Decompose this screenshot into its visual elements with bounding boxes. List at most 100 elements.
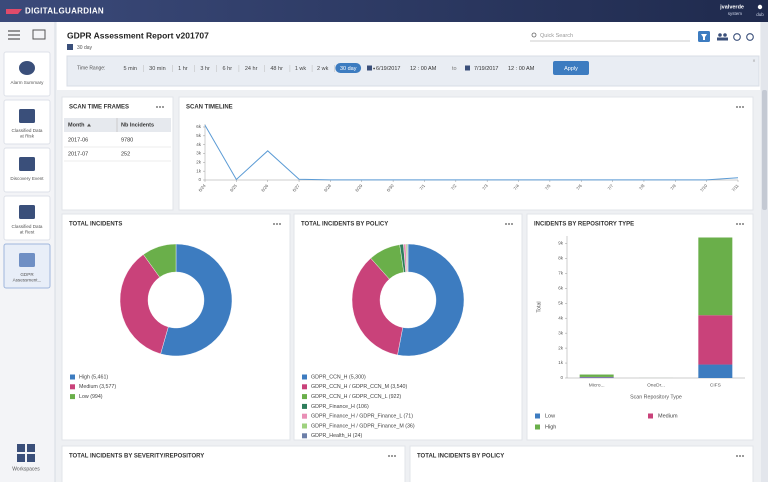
scrollbar — [761, 22, 768, 482]
calendar-icon — [67, 44, 73, 50]
y-tick-label: 7k — [558, 271, 564, 276]
panel-menu-dot[interactable] — [394, 455, 396, 457]
y-tick-label: 1k — [196, 168, 202, 173]
sidebar-item-label[interactable]: at Risk — [20, 134, 35, 139]
sidebar-item-label[interactable]: Discovery Event — [10, 176, 44, 181]
bar-segment — [698, 237, 733, 316]
report-title: GDPR Assessment Report v201707 — [67, 30, 209, 40]
time-range-option[interactable]: 3 hr — [200, 66, 210, 72]
from-calendar-icon — [367, 65, 372, 71]
legend-swatch — [70, 374, 75, 380]
panel-menu-dot[interactable] — [162, 106, 164, 108]
panel-menu-dot[interactable] — [276, 223, 278, 225]
search-input[interactable]: Quick Search — [540, 33, 573, 39]
y-tick-label: 3k — [196, 151, 202, 156]
line-series — [204, 124, 739, 181]
time-range-bar — [66, 55, 760, 87]
panel-menu-dot[interactable] — [736, 455, 738, 457]
panel-menu-dot[interactable] — [739, 106, 741, 108]
panel-title: SCAN TIMELINE — [186, 105, 233, 111]
table-cell: 2017-07 — [68, 151, 88, 157]
panel-menu-dot[interactable] — [739, 455, 741, 457]
donut-slice — [397, 243, 465, 357]
time-range-option[interactable]: 1 wk — [295, 66, 307, 72]
legend-swatch — [302, 394, 307, 400]
sidebar-item-label[interactable]: Alarm Summary — [11, 80, 45, 85]
from-date[interactable]: 6/19/2017 — [376, 66, 400, 72]
time-range-option[interactable]: 1 hr — [178, 66, 188, 72]
user-icon[interactable] — [757, 4, 763, 10]
panel — [61, 445, 406, 482]
time-range-option[interactable]: 5 min — [124, 66, 137, 72]
sidebar-item-label[interactable]: Classified Data — [12, 224, 43, 229]
user-role: system — [728, 11, 743, 16]
dashboard-icon[interactable] — [32, 29, 46, 40]
legend-label: GDPR_CCN_H / GDPR_CCN_L (922) — [311, 394, 401, 400]
panel-menu-dot[interactable] — [273, 223, 275, 225]
sidebar-item-label[interactable]: Assessment... — [13, 278, 42, 283]
panel-menu-dot[interactable] — [388, 455, 390, 457]
close-time-range[interactable]: × — [753, 58, 756, 64]
apply-label[interactable]: Apply — [564, 66, 578, 72]
time-range-option[interactable]: 30 min — [149, 66, 166, 72]
panel-menu-dot[interactable] — [736, 223, 738, 225]
sidebar-item-label[interactable]: Classified Data — [12, 128, 43, 133]
time-range: Time Range: 5 min 30 min 1 hr 3 hr 6 hr 24 hr 4… — [77, 61, 589, 75]
x-tick-label: 6/24 — [197, 183, 207, 193]
panel-menu-dot[interactable] — [391, 455, 393, 457]
power-icon[interactable] — [746, 33, 754, 41]
table-header[interactable]: Month — [68, 122, 85, 128]
users-icon[interactable] — [717, 33, 728, 41]
workspaces-label[interactable]: Workspaces — [12, 466, 40, 472]
y-tick-label: 0 — [198, 177, 201, 182]
to-date[interactable]: 7/19/2017 — [474, 66, 498, 72]
sidebar-item-label[interactable]: GDPR — [20, 272, 34, 277]
legend-label: Medium (3,577) — [79, 384, 116, 390]
table-cell: 9780 — [121, 137, 133, 143]
apply-button[interactable] — [553, 61, 589, 75]
item-icon — [19, 205, 35, 219]
more-dot[interactable] — [373, 67, 375, 70]
x-axis-title: Scan Repository Type — [630, 394, 682, 400]
panel-menu-dot[interactable] — [742, 455, 744, 457]
panel-menu-dot[interactable] — [742, 106, 744, 108]
panel-menu-dot[interactable] — [736, 106, 738, 108]
time-range-option[interactable]: 2 wk — [317, 66, 329, 72]
panel-menu-dot[interactable] — [739, 223, 741, 225]
x-tick-label: 7/10 — [699, 183, 709, 193]
x-tick-label: 6/25 — [229, 183, 239, 193]
scroll-thumb[interactable] — [762, 90, 767, 210]
panel-menu-dot[interactable] — [742, 223, 744, 225]
table-header[interactable]: Nb Incidents — [121, 122, 154, 128]
menu-icon[interactable] — [8, 30, 20, 40]
x-tick-label: 7/7 — [607, 183, 615, 191]
from-time[interactable]: 12 : 00 AM — [410, 66, 437, 72]
x-tick-label: 7/6 — [575, 183, 583, 191]
time-range-option[interactable]: 24 hr — [245, 66, 258, 72]
time-range-option[interactable]: 30 day — [340, 66, 357, 72]
y-tick-label: 9k — [558, 241, 564, 246]
donut-slice — [351, 257, 403, 356]
panel-menu-dot[interactable] — [156, 106, 158, 108]
legend-label: GDPR_Finance_H (106) — [311, 404, 369, 410]
search-icon — [531, 32, 537, 38]
panel-title: SCAN TIME FRAMES — [69, 105, 129, 111]
panel-menu-dot[interactable] — [511, 223, 513, 225]
time-range-option[interactable]: 6 hr — [223, 66, 233, 72]
panel-menu-dot[interactable] — [508, 223, 510, 225]
refresh-icon[interactable] — [733, 33, 741, 41]
panel-menu-dot[interactable] — [505, 223, 507, 225]
panel-title: TOTAL INCIDENTS BY POLICY — [301, 222, 388, 228]
panel-menu-dot[interactable] — [279, 223, 281, 225]
x-tick-label: 7/1 — [418, 183, 426, 191]
to-time[interactable]: 12 : 00 AM — [508, 66, 535, 72]
panel-menu-dot[interactable] — [159, 106, 161, 108]
y-tick-label: 3k — [558, 330, 564, 335]
workspaces-icon[interactable] — [17, 444, 35, 462]
x-tick-label: 7/4 — [512, 183, 520, 191]
time-range-option[interactable]: 48 hr — [270, 66, 283, 72]
y-tick-label: 0 — [560, 375, 563, 380]
sidebar-item-label[interactable]: at Rest — [20, 230, 35, 235]
legend-swatch — [302, 384, 307, 390]
